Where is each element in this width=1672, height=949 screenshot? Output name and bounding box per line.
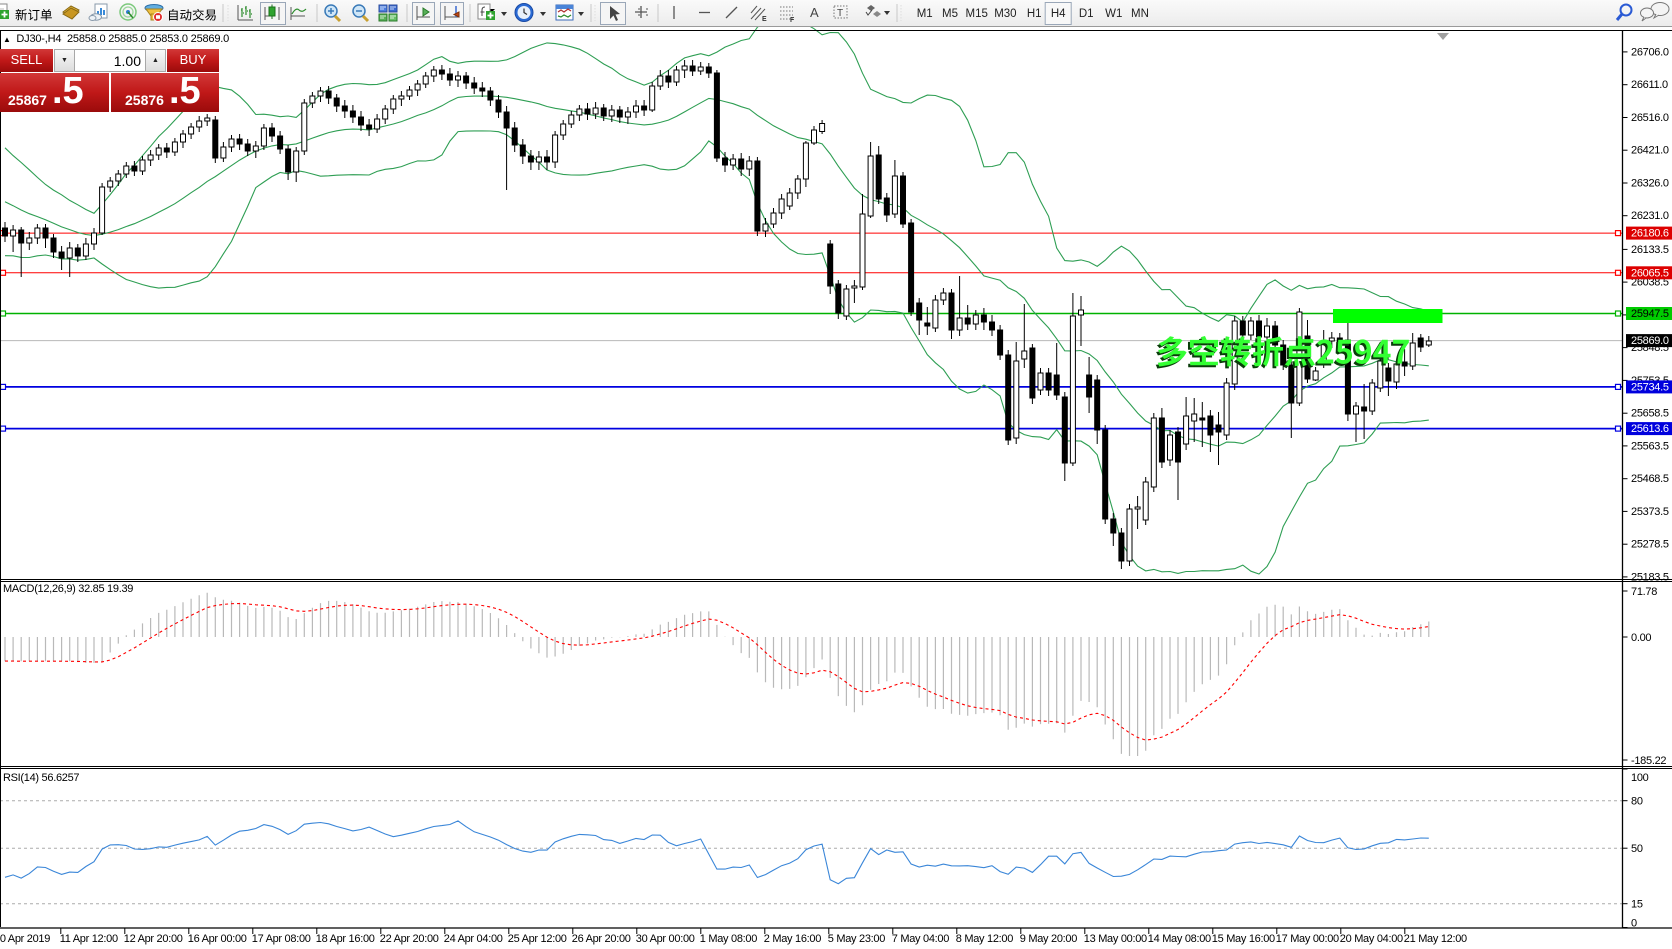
svg-text:100: 100 bbox=[1631, 772, 1649, 784]
svg-text:25373.5: 25373.5 bbox=[1631, 506, 1669, 518]
svg-text:25734.5: 25734.5 bbox=[1631, 381, 1669, 393]
svg-text:15 May 16:00: 15 May 16:00 bbox=[1212, 933, 1275, 945]
svg-text:0: 0 bbox=[1631, 918, 1637, 930]
svg-text:26421.0: 26421.0 bbox=[1631, 145, 1669, 157]
svg-text:14 May 08:00: 14 May 08:00 bbox=[1148, 933, 1211, 945]
svg-text:20 May 04:00: 20 May 04:00 bbox=[1340, 933, 1403, 945]
svg-text:M1: M1 bbox=[917, 8, 933, 20]
svg-text:5 May 23:00: 5 May 23:00 bbox=[828, 933, 885, 945]
svg-text:24 Apr 04:00: 24 Apr 04:00 bbox=[444, 933, 503, 945]
svg-text:H1: H1 bbox=[1027, 8, 1042, 20]
svg-text:25563.5: 25563.5 bbox=[1631, 440, 1669, 452]
svg-text:T: T bbox=[837, 8, 843, 19]
svg-text:H4: H4 bbox=[1051, 8, 1066, 20]
svg-text:RSI(14) 56.6257: RSI(14) 56.6257 bbox=[3, 772, 79, 784]
svg-text:8 May 12:00: 8 May 12:00 bbox=[956, 933, 1013, 945]
svg-text:16 Apr 00:00: 16 Apr 00:00 bbox=[188, 933, 247, 945]
svg-text:22 Apr 20:00: 22 Apr 20:00 bbox=[380, 933, 439, 945]
svg-text:25658.5: 25658.5 bbox=[1631, 408, 1669, 420]
svg-text:D1: D1 bbox=[1079, 8, 1094, 20]
svg-text:9 May 20:00: 9 May 20:00 bbox=[1020, 933, 1077, 945]
svg-text:25869.0: 25869.0 bbox=[1631, 335, 1669, 347]
svg-text:1 May 08:00: 1 May 08:00 bbox=[700, 933, 757, 945]
svg-text:A: A bbox=[810, 5, 819, 20]
svg-text:26065.5: 26065.5 bbox=[1631, 267, 1669, 279]
svg-text:15: 15 bbox=[1631, 899, 1643, 911]
svg-text:-185.22: -185.22 bbox=[1631, 755, 1666, 767]
svg-text:M5: M5 bbox=[942, 8, 958, 20]
svg-text:26706.0: 26706.0 bbox=[1631, 46, 1669, 58]
svg-text:26038.5: 26038.5 bbox=[1631, 277, 1669, 289]
svg-text:MN: MN bbox=[1131, 8, 1149, 20]
svg-text:25 Apr 12:00: 25 Apr 12:00 bbox=[508, 933, 567, 945]
svg-text:M30: M30 bbox=[994, 8, 1016, 20]
svg-text:12 Apr 20:00: 12 Apr 20:00 bbox=[124, 933, 183, 945]
svg-text:26516.0: 26516.0 bbox=[1631, 112, 1669, 124]
svg-text:21 May 12:00: 21 May 12:00 bbox=[1404, 933, 1467, 945]
svg-text:2 May 16:00: 2 May 16:00 bbox=[764, 933, 821, 945]
svg-text:M15: M15 bbox=[966, 8, 988, 20]
svg-text:25613.6: 25613.6 bbox=[1631, 423, 1669, 435]
svg-text:10 Apr 2019: 10 Apr 2019 bbox=[0, 933, 50, 945]
svg-text:26326.0: 26326.0 bbox=[1631, 178, 1669, 190]
svg-text:0.00: 0.00 bbox=[1631, 632, 1651, 644]
svg-text:11 Apr 12:00: 11 Apr 12:00 bbox=[60, 933, 118, 945]
svg-text:26180.6: 26180.6 bbox=[1631, 228, 1669, 240]
svg-text:25278.5: 25278.5 bbox=[1631, 539, 1669, 551]
svg-text:F: F bbox=[790, 17, 795, 24]
svg-text:MACD(12,26,9) 32.85 19.39: MACD(12,26,9) 32.85 19.39 bbox=[3, 583, 133, 595]
svg-text:7 May 04:00: 7 May 04:00 bbox=[892, 933, 949, 945]
svg-text:W1: W1 bbox=[1105, 8, 1122, 20]
svg-text:26 Apr 20:00: 26 Apr 20:00 bbox=[572, 933, 631, 945]
svg-text:25468.5: 25468.5 bbox=[1631, 473, 1669, 485]
svg-text:26611.0: 26611.0 bbox=[1631, 79, 1668, 91]
svg-text:25947.5: 25947.5 bbox=[1631, 308, 1669, 320]
svg-text:30 Apr 00:00: 30 Apr 00:00 bbox=[636, 933, 695, 945]
svg-text:17 Apr 08:00: 17 Apr 08:00 bbox=[252, 933, 311, 945]
svg-text:26133.5: 26133.5 bbox=[1631, 244, 1669, 256]
svg-text:50: 50 bbox=[1631, 843, 1643, 855]
svg-text:80: 80 bbox=[1631, 796, 1643, 808]
svg-text:26231.0: 26231.0 bbox=[1631, 210, 1669, 222]
svg-text:E: E bbox=[762, 16, 767, 23]
svg-text:13 May 00:00: 13 May 00:00 bbox=[1084, 933, 1147, 945]
svg-text:18 Apr 16:00: 18 Apr 16:00 bbox=[316, 933, 375, 945]
svg-text:25183.5: 25183.5 bbox=[1631, 571, 1669, 583]
svg-text:17 May 00:00: 17 May 00:00 bbox=[1276, 933, 1339, 945]
svg-text:71.78: 71.78 bbox=[1631, 586, 1657, 598]
